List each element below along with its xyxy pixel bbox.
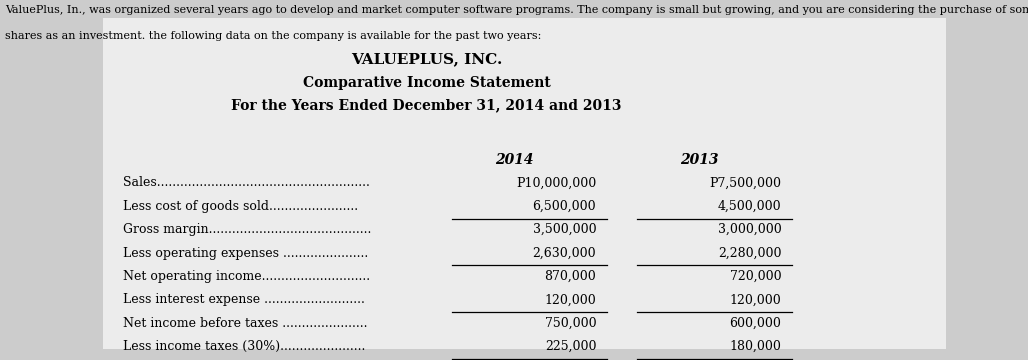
Text: 720,000: 720,000 [730, 270, 781, 283]
Text: 2014: 2014 [494, 153, 534, 167]
Text: ValuePlus, In., was organized several years ago to develop and market computer s: ValuePlus, In., was organized several ye… [5, 5, 1028, 15]
Text: 2,630,000: 2,630,000 [533, 247, 596, 260]
Text: VALUEPLUS, INC.: VALUEPLUS, INC. [351, 52, 503, 66]
Text: 750,000: 750,000 [545, 317, 596, 330]
Text: 2,280,000: 2,280,000 [718, 247, 781, 260]
Text: Net operating income............................: Net operating income....................… [123, 270, 370, 283]
Text: Net income before taxes ......................: Net income before taxes ................… [123, 317, 368, 330]
Text: 600,000: 600,000 [730, 317, 781, 330]
Text: Comparative Income Statement: Comparative Income Statement [302, 76, 551, 90]
Text: 2013: 2013 [680, 153, 719, 167]
Text: Less income taxes (30%)......................: Less income taxes (30%).................… [123, 340, 366, 353]
Text: For the Years Ended December 31, 2014 and 2013: For the Years Ended December 31, 2014 an… [231, 98, 622, 112]
Text: 3,000,000: 3,000,000 [718, 223, 781, 236]
Text: 870,000: 870,000 [545, 270, 596, 283]
Text: P7,500,000: P7,500,000 [709, 176, 781, 189]
Text: 6,500,000: 6,500,000 [533, 200, 596, 213]
Text: P10,000,000: P10,000,000 [516, 176, 596, 189]
Text: Less operating expenses ......................: Less operating expenses ................… [123, 247, 369, 260]
Text: Less interest expense ..........................: Less interest expense ..................… [123, 293, 365, 306]
Text: 180,000: 180,000 [730, 340, 781, 353]
Text: shares as an investment. the following data on the company is available for the : shares as an investment. the following d… [5, 31, 542, 41]
Text: Less cost of goods sold.......................: Less cost of goods sold.................… [123, 200, 359, 213]
Bar [103, 18, 946, 349]
Text: 3,500,000: 3,500,000 [533, 223, 596, 236]
Text: 225,000: 225,000 [545, 340, 596, 353]
Text: 120,000: 120,000 [730, 293, 781, 306]
Text: Gross margin..........................................: Gross margin............................… [123, 223, 372, 236]
Text: 4,500,000: 4,500,000 [718, 200, 781, 213]
Text: 120,000: 120,000 [545, 293, 596, 306]
Text: Sales.......................................................: Sales...................................… [123, 176, 370, 189]
